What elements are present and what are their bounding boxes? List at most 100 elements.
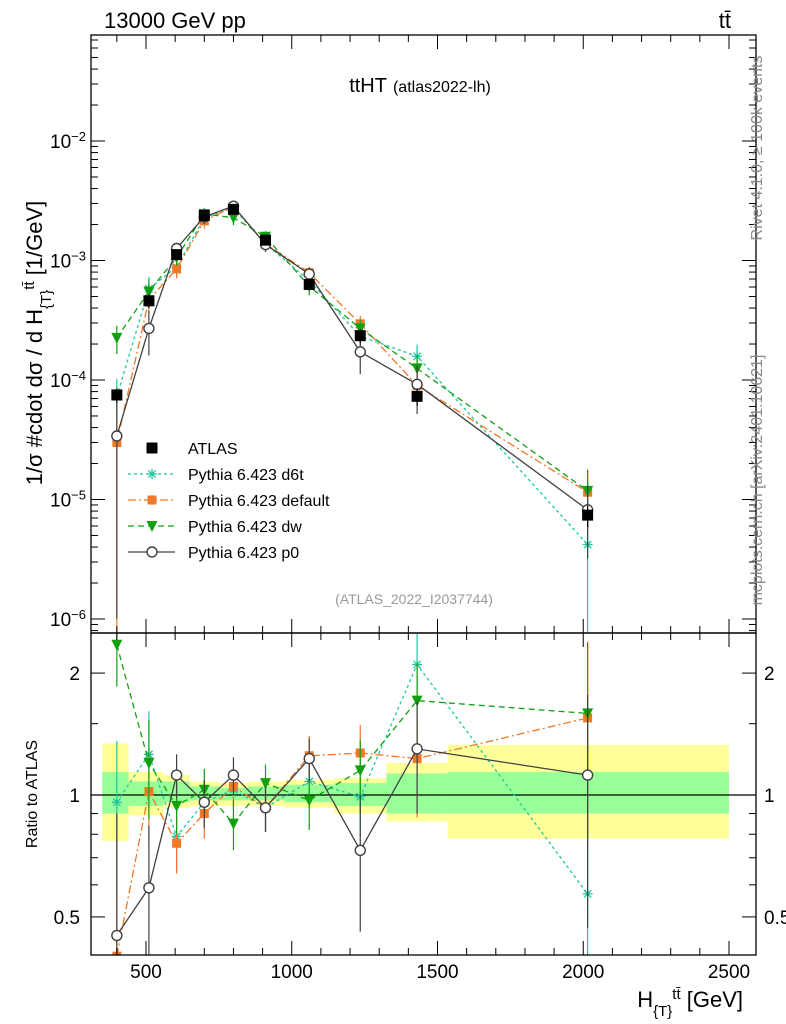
series-data — [111, 203, 594, 527]
ratio-point-p0 — [411, 743, 423, 755]
y-tick-label: 10−2 — [50, 129, 86, 154]
point-data — [303, 278, 315, 290]
y-tick-label: 10−4 — [50, 368, 86, 393]
point-data — [260, 234, 272, 246]
legend-marker-default — [147, 495, 157, 505]
point-p0 — [411, 378, 423, 391]
legend-label-data: ATLAS — [188, 441, 238, 458]
ratio-line-default — [116, 717, 588, 955]
ratio-point-dw — [143, 757, 155, 769]
x-tick-label: 1000 — [271, 962, 313, 983]
point-dw — [111, 332, 123, 344]
ratio-line-p0 — [116, 748, 588, 936]
line-dw — [116, 213, 588, 492]
point-data — [227, 203, 239, 215]
rivet-version-label: Rivet 4.1.0, ≥ 100k events — [749, 56, 766, 241]
legend-marker-p0 — [146, 546, 158, 558]
main-y-axis-label: 1/σ #cdot dσ / d H{T}tt̄ [1/GeV] — [21, 201, 55, 486]
main-title: ttHT (atlas2022-lh) — [349, 75, 491, 97]
ratio-line-d6t — [116, 663, 589, 895]
ratio-point-dw — [411, 695, 423, 707]
point-p0 — [303, 268, 315, 280]
main-title-text: ttHT — [349, 75, 387, 97]
ratio-y-tick-label-right: 1 — [764, 786, 775, 807]
ratio-point-dw — [260, 778, 272, 790]
analysis-label: (ATLAS_2022_I2037744) — [335, 591, 493, 607]
ratio-point-p0 — [259, 802, 272, 814]
y-label-unit: [1/GeV] — [22, 201, 47, 282]
point-data — [143, 295, 155, 307]
ratio-point-dw — [227, 818, 239, 830]
ratio-axes: 0.5 0.51 12 2500 1000 1500 2000 2500 — [54, 633, 786, 983]
ratio-point-p0 — [227, 769, 240, 781]
ratio-panel: 0.5 0.51 12 2500 1000 1500 2000 2500 Ratio to A… — [24, 632, 786, 983]
energy-label: 13000 GeV pp — [104, 8, 246, 33]
y-tick-label: 10−3 — [50, 248, 86, 273]
ratio-point-p0 — [354, 844, 366, 857]
legend: ATLAS Pythia 6.423 d6t Pythia 6.423 defaul… — [128, 441, 330, 562]
point-data — [411, 390, 423, 402]
ratio-series-dw — [111, 633, 594, 851]
main-axes: 10−6 10−5 10−4 10−3 10−2 — [50, 35, 756, 633]
x-tick-label: 2500 — [708, 962, 750, 983]
legend-marker-d6t — [147, 469, 157, 479]
main-subtitle: (atlas2022-lh) — [393, 79, 491, 96]
ratio-y-tick-label-right: 0.5 — [764, 908, 786, 929]
ratio-y-tick-label-left: 1 — [69, 786, 80, 807]
y-label-sup: tt̄ — [21, 281, 38, 290]
line-p0 — [116, 205, 588, 511]
x-tick-label: 1500 — [416, 962, 458, 983]
legend-label-dw: Pythia 6.423 dw — [188, 519, 302, 536]
point-default — [172, 264, 182, 274]
point-dw — [354, 323, 366, 335]
ratio-point-dw — [171, 800, 183, 812]
ratio-point-d6t — [111, 797, 122, 808]
process-label: tt̄ — [719, 8, 731, 33]
point-p0 — [111, 430, 123, 442]
ratio-point-p0 — [581, 769, 594, 781]
mcplots-label: mcplots.cern.ch [arXiv:2401.10621] — [749, 355, 766, 606]
band-stat — [102, 771, 129, 814]
ratio-point-p0 — [198, 796, 211, 808]
ratio-y-tick-label-right: 2 — [764, 664, 775, 685]
point-p0 — [143, 322, 155, 335]
legend-label-default: Pythia 6.423 default — [188, 493, 330, 510]
x-tick-label: 500 — [130, 962, 162, 983]
point-data — [111, 389, 123, 401]
point-data — [198, 209, 210, 221]
x-tick-label: 2000 — [562, 962, 604, 983]
ratio-plot-area — [91, 633, 756, 955]
legend-label-p0: Pythia 6.423 p0 — [188, 545, 299, 562]
ratio-y-tick-label-left: 0.5 — [54, 908, 80, 929]
point-p0 — [354, 346, 366, 358]
y-tick-label: 10−5 — [50, 487, 86, 512]
y-label-sub: {T} — [38, 290, 55, 309]
point-data — [582, 509, 594, 521]
x-axis-label: H{T}tt̄ [GeV] — [637, 986, 743, 1020]
y-label-main: 1/σ #cdot dσ / d H — [22, 309, 47, 485]
ratio-point-p0 — [111, 929, 123, 942]
ratio-point-dw — [111, 639, 123, 651]
ratio-series-p0 — [111, 694, 594, 955]
point-data — [171, 249, 183, 261]
ratio-line-dw — [116, 644, 588, 825]
ratio-point-default — [172, 838, 182, 848]
ratio-point-p0 — [170, 769, 183, 781]
main-plot-area — [111, 200, 594, 633]
legend-label-d6t: Pythia 6.423 d6t — [188, 467, 304, 484]
point-dw — [143, 286, 155, 298]
ratio-point-dw — [303, 795, 315, 807]
ratio-y-axis-label: Ratio to ATLAS — [24, 740, 41, 848]
ratio-point-p0 — [143, 882, 155, 894]
x-label-sup: tt̄ — [672, 986, 681, 1003]
point-dw — [227, 212, 239, 224]
ratio-point-p0 — [303, 752, 315, 765]
main-panel: 10−610−510−410−310−2 ttHT (atlas2022-lh) … — [21, 34, 757, 634]
y-tick-label: 10−6 — [50, 607, 86, 632]
ratio-y-tick-label-left: 2 — [69, 664, 80, 685]
legend-marker-data — [146, 442, 158, 454]
ratio-frame — [90, 632, 757, 956]
ratio-point-dw — [354, 765, 366, 777]
